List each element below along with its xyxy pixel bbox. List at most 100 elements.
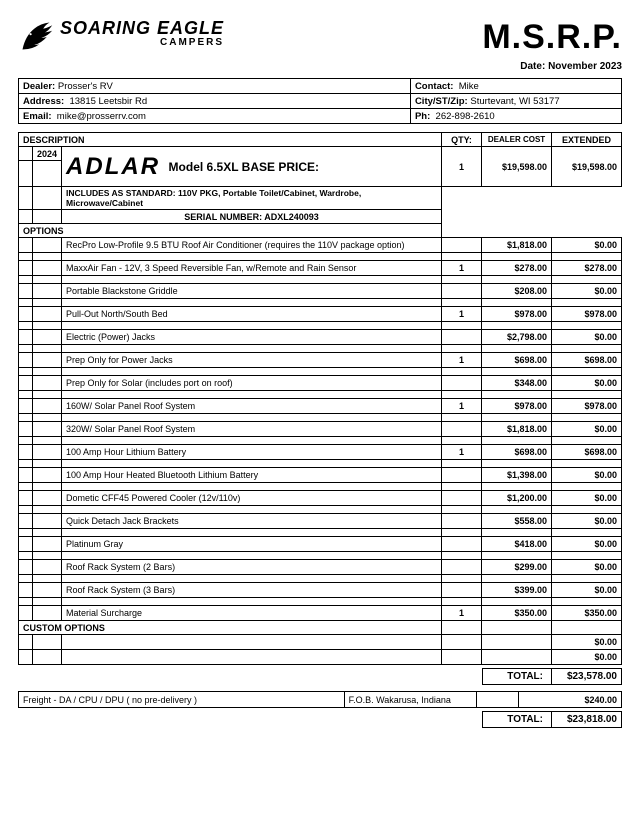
subtotal-row: TOTAL: $23,578.00: [18, 668, 622, 685]
spacer-row: [19, 460, 622, 468]
spacer-row: [19, 253, 622, 261]
option-desc: RecPro Low-Profile 9.5 BTU Roof Air Cond…: [62, 238, 442, 253]
option-row: $0.00: [19, 650, 622, 665]
freight-table: Freight - DA / CPU / DPU ( no pre-delive…: [18, 691, 622, 708]
option-desc: [62, 650, 442, 665]
freight-ext: $240.00: [519, 692, 622, 708]
option-ext: $0.00: [552, 330, 622, 345]
option-qty: 1: [442, 606, 482, 621]
option-desc: Prep Only for Power Jacks: [62, 353, 442, 368]
option-cost: $1,398.00: [482, 468, 552, 483]
date-value: November 2023: [548, 61, 622, 72]
spacer-row: [19, 391, 622, 399]
option-row: RecPro Low-Profile 9.5 BTU Roof Air Cond…: [19, 238, 622, 253]
option-qty: [442, 422, 482, 437]
option-ext: $0.00: [552, 514, 622, 529]
option-qty: 1: [442, 261, 482, 276]
phone-label: Ph:: [415, 111, 430, 122]
option-desc: Material Surcharge: [62, 606, 442, 621]
option-ext: $0.00: [552, 560, 622, 575]
phone-value: 262-898-2610: [436, 111, 495, 122]
date-row: Date: November 2023: [18, 61, 622, 72]
col-cost: DEALER COST: [482, 133, 552, 147]
option-desc: Pull-Out North/South Bed: [62, 307, 442, 322]
option-desc: Dometic CFF45 Powered Cooler (12v/110v): [62, 491, 442, 506]
address-label: Address:: [23, 96, 64, 107]
option-ext: $0.00: [552, 422, 622, 437]
option-row: Portable Blackstone Griddle$208.00$0.00: [19, 284, 622, 299]
email-value: mike@prosserrv.com: [57, 111, 146, 122]
option-cost: $1,818.00: [482, 422, 552, 437]
option-ext: $978.00: [552, 399, 622, 414]
spacer-row: [19, 345, 622, 353]
email-label: Email:: [23, 111, 52, 122]
spacer-row: [19, 529, 622, 537]
dealer-value: Prosser's RV: [58, 81, 113, 92]
options-header: OPTIONS: [19, 224, 442, 238]
option-ext: $698.00: [552, 353, 622, 368]
model-text: Model 6.5XL BASE PRICE:: [169, 160, 319, 174]
eagle-logo-icon: [18, 18, 54, 54]
company-name: SOARING EAGLE: [60, 18, 224, 39]
option-desc: 320W/ Solar Panel Roof System: [62, 422, 442, 437]
grand-total-value: $23,818.00: [552, 711, 622, 728]
option-qty: [442, 537, 482, 552]
company-sub: CAMPERS: [60, 37, 224, 48]
option-qty: [442, 583, 482, 598]
option-ext: $0.00: [552, 583, 622, 598]
option-cost: $978.00: [482, 307, 552, 322]
option-cost: $698.00: [482, 353, 552, 368]
option-row: Dometic CFF45 Powered Cooler (12v/110v) $…: [19, 491, 622, 506]
option-row: Roof Rack System (3 Bars)$399.00$0.00: [19, 583, 622, 598]
option-row: 320W/ Solar Panel Roof System $1,818.00$0…: [19, 422, 622, 437]
option-cost: $418.00: [482, 537, 552, 552]
pricing-table: DESCRIPTION QTY: DEALER COST EXTENDED 20…: [18, 132, 622, 665]
dealer-info-table: Dealer: Prosser's RV Contact: Mike Addre…: [18, 78, 622, 124]
option-ext: $0.00: [552, 635, 622, 650]
subtotal-label: TOTAL:: [482, 668, 552, 685]
logo-block: SOARING EAGLE CAMPERS: [18, 18, 224, 54]
freight-desc: Freight - DA / CPU / DPU ( no pre-delive…: [23, 695, 197, 705]
option-qty: [442, 330, 482, 345]
option-ext: $698.00: [552, 445, 622, 460]
option-row: Platinum Gray$418.00$0.00: [19, 537, 622, 552]
col-description: DESCRIPTION: [19, 133, 442, 147]
city-label: City/ST/Zip:: [415, 96, 468, 107]
spacer-row: [19, 575, 622, 583]
option-row: $0.00: [19, 635, 622, 650]
serial-number: SERIAL NUMBER: ADXL240093: [62, 210, 442, 224]
option-ext: $0.00: [552, 650, 622, 665]
option-ext: $0.00: [552, 238, 622, 253]
msrp-title: M.S.R.P.: [482, 18, 622, 57]
option-cost: $2,798.00: [482, 330, 552, 345]
spacer-row: [19, 414, 622, 422]
grand-total-row: TOTAL: $23,818.00: [18, 711, 622, 728]
option-row: 100 Amp Hour Heated Bluetooth Lithium Ba…: [19, 468, 622, 483]
option-cost: $558.00: [482, 514, 552, 529]
option-desc: 160W/ Solar Panel Roof System: [62, 399, 442, 414]
option-cost: $1,818.00: [482, 238, 552, 253]
option-desc: Prep Only for Solar (includes port on ro…: [62, 376, 442, 391]
spacer-row: [19, 552, 622, 560]
option-row: Electric (Power) Jacks$2,798.00$0.00: [19, 330, 622, 345]
option-ext: $0.00: [552, 468, 622, 483]
option-cost: [482, 650, 552, 665]
option-ext: $0.00: [552, 491, 622, 506]
includes-text: INCLUDES AS STANDARD: 110V PKG, Portable…: [62, 187, 442, 210]
address-value: 13815 Leetsbir Rd: [69, 96, 147, 107]
contact-value: Mike: [459, 81, 479, 92]
spacer-row: [19, 437, 622, 445]
option-row: Prep Only for Solar (includes port on ro…: [19, 376, 622, 391]
option-row: Prep Only for Power Jacks1$698.00$698.00: [19, 353, 622, 368]
option-qty: [442, 650, 482, 665]
base-ext: $19,598.00: [552, 147, 622, 187]
spacer-row: [19, 299, 622, 307]
option-desc: Roof Rack System (3 Bars): [62, 583, 442, 598]
spacer-row: [19, 368, 622, 376]
grand-total-label: TOTAL:: [482, 711, 552, 728]
option-qty: [442, 468, 482, 483]
option-cost: $278.00: [482, 261, 552, 276]
option-ext: $350.00: [552, 606, 622, 621]
option-row: Roof Rack System (2 Bars)$299.00$0.00: [19, 560, 622, 575]
option-ext: $978.00: [552, 307, 622, 322]
